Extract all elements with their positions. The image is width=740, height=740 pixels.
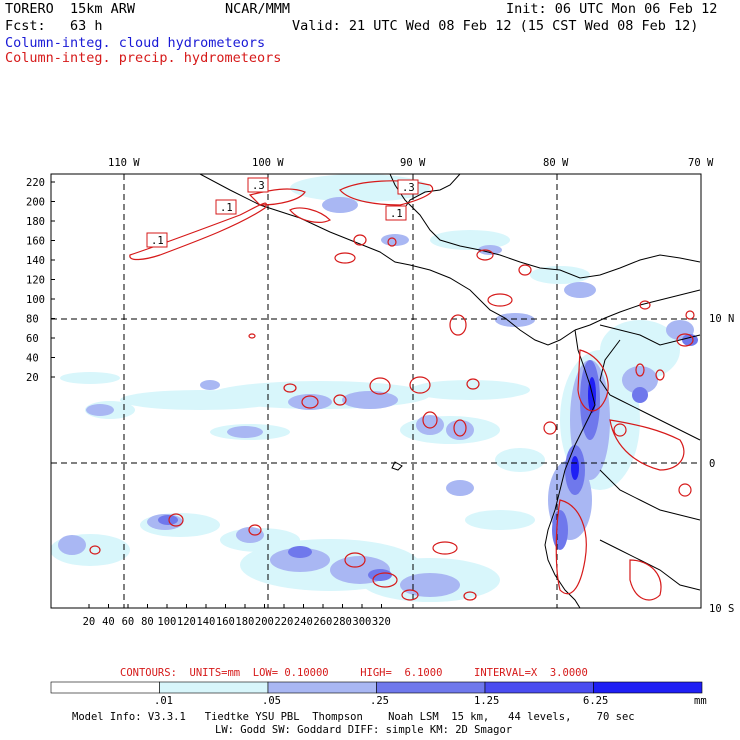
y-tick-label: 180 — [26, 216, 45, 228]
x-tick-label: 40 — [102, 616, 115, 628]
lat-label: 10 S — [709, 603, 734, 615]
contour-labels: .1 .1 .3 .3 .1 — [146, 177, 419, 248]
colorbar-label: 6.25 — [583, 695, 609, 707]
latitude-labels: 10 N 0 10 S — [709, 313, 734, 615]
x-tick-label: 60 — [122, 616, 135, 628]
lon-label: 90 W — [400, 157, 426, 169]
x-tick-label: 160 — [216, 616, 235, 628]
longitude-labels: 110 W 100 W 90 W 80 W 70 W — [108, 157, 714, 169]
colorbar-segment — [50, 681, 160, 694]
lat-label: 0 — [709, 458, 715, 470]
contour-info: CONTOURS: UNITS=mm LOW= 0.10000 HIGH= 6.… — [120, 667, 588, 679]
y-axis: 220 200 180 160 140 120 100 80 60 40 20 — [26, 177, 55, 384]
x-tick-label: 140 — [196, 616, 215, 628]
colorbar — [50, 681, 703, 694]
map-field: .1 .1 .3 .3 .1 — [51, 174, 701, 608]
model-info-line1: Model Info: V3.3.1 Tiedtke YSU PBL Thomp… — [72, 711, 635, 723]
init-time: Init: 06 UTC Mon 06 Feb 12 — [506, 1, 718, 17]
model-title: TORERO 15km ARW — [5, 1, 136, 17]
field-precip-label: Column-integ. precip. hydrometeors — [5, 50, 282, 66]
valid-time: Valid: 21 UTC Wed 08 Feb 12 (15 CST Wed … — [292, 18, 699, 34]
x-tick-label: 300 — [352, 616, 371, 628]
x-tick-label: 120 — [177, 616, 196, 628]
y-tick-label: 100 — [26, 294, 45, 306]
center-label: NCAR/MMM — [225, 1, 291, 17]
forecast-hour: Fcst: 63 h — [5, 18, 103, 34]
colorbar-label: 1.25 — [474, 695, 500, 707]
svg-text:.1: .1 — [220, 202, 233, 214]
colorbar-label: .25 — [370, 695, 389, 707]
colorbar-segment — [593, 681, 703, 694]
lon-label: 100 W — [252, 157, 284, 169]
y-tick-label: 120 — [26, 275, 45, 287]
y-tick-label: 220 — [26, 177, 45, 189]
x-tick-label: 80 — [141, 616, 154, 628]
colorbar-unit: mm — [694, 695, 707, 707]
contour-label: .3 — [247, 177, 269, 193]
lon-label: 110 W — [108, 157, 140, 169]
svg-text:.3: .3 — [252, 180, 265, 192]
svg-text:.1: .1 — [151, 235, 164, 247]
y-tick-label: 200 — [26, 197, 45, 209]
y-tick-label: 60 — [26, 333, 39, 345]
x-tick-label: 220 — [274, 616, 293, 628]
colorbar-segment — [376, 681, 486, 694]
model-info-line2: LW: Godd SW: Goddard DIFF: simple KM: 2D… — [215, 724, 513, 736]
x-tick-label: 100 — [157, 616, 176, 628]
contour-label: .1 — [146, 232, 168, 248]
contour-label: .1 — [215, 199, 237, 215]
x-tick-label: 240 — [294, 616, 313, 628]
map-frame — [50, 173, 702, 609]
colorbar-segment — [484, 681, 594, 694]
x-axis: 20 40 60 80 100 120 140 160 180 200 220 240 260 280 30… — [83, 604, 391, 628]
x-tick-label: 200 — [255, 616, 274, 628]
lon-label: 80 W — [543, 157, 569, 169]
colorbar-segment — [159, 681, 269, 694]
x-tick-label: 180 — [235, 616, 254, 628]
y-tick-label: 20 — [26, 372, 39, 384]
y-tick-label: 40 — [26, 353, 39, 365]
field-cloud-label: Column-integ. cloud hydrometeors — [5, 35, 266, 51]
contour-label: .3 — [397, 179, 419, 195]
svg-text:.3: .3 — [402, 182, 415, 194]
x-tick-label: 320 — [372, 616, 391, 628]
lat-label: 10 N — [709, 313, 734, 325]
x-tick-label: 280 — [333, 616, 352, 628]
x-tick-label: 260 — [313, 616, 332, 628]
lon-label: 70 W — [688, 157, 714, 169]
precip-contours — [89, 180, 695, 601]
svg-text:.1: .1 — [390, 208, 403, 220]
x-tick-label: 20 — [83, 616, 96, 628]
colorbar-segment — [267, 681, 377, 694]
y-tick-label: 140 — [26, 255, 45, 267]
colorbar-label: .05 — [262, 695, 281, 707]
contour-label: .1 — [385, 205, 407, 221]
y-tick-label: 160 — [26, 236, 45, 248]
colorbar-label: .01 — [154, 695, 173, 707]
y-tick-label: 80 — [26, 314, 39, 326]
